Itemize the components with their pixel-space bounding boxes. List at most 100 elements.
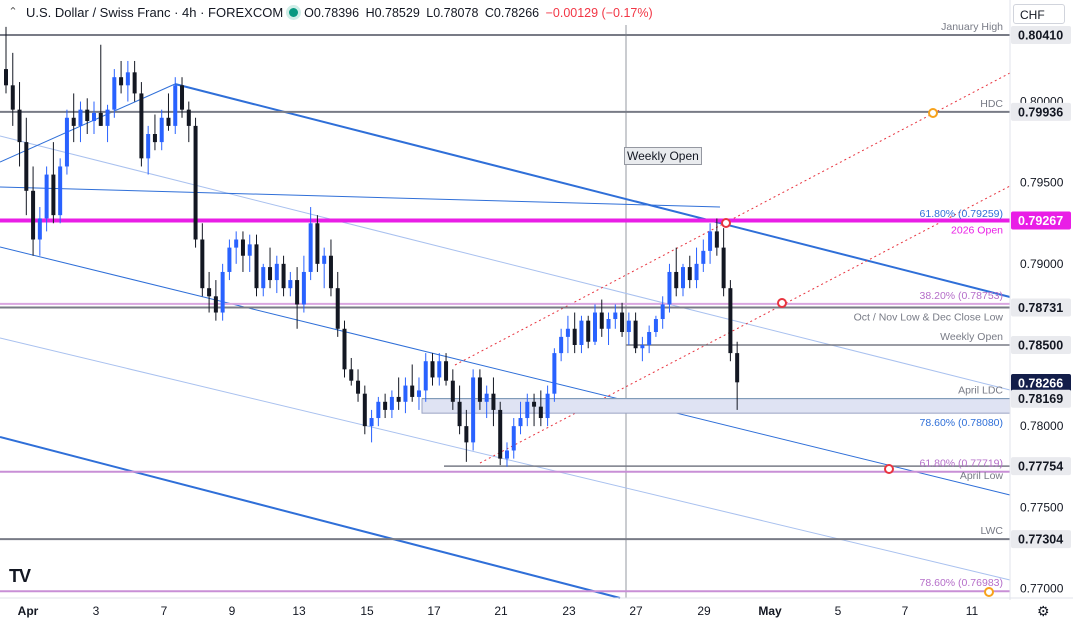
candle [545,385,550,427]
candle [119,60,124,94]
candle-body [444,361,449,381]
candle [335,271,340,337]
candle-body [592,312,597,342]
pivot-marker [721,218,731,228]
candle [538,390,543,427]
candle-body [410,385,415,397]
settings-gear-icon[interactable]: ⚙ [1037,603,1050,619]
price-label: 0.80410 [1011,26,1071,44]
candle-body [64,117,69,167]
candle-body [437,361,442,378]
level-annotation-label: April LDC [958,385,1003,397]
candle [457,385,462,435]
pivot-marker [884,464,894,474]
candle-body [491,393,496,410]
price-label: 0.78266 [1011,373,1071,392]
candle-body [471,377,476,443]
candle [268,247,273,289]
weekly-open-badge: Weekly Open [624,147,702,165]
candle-body [559,336,564,354]
candle-body [342,328,347,370]
candle [491,377,496,427]
x-tick-label: 7 [902,604,909,618]
candle-body [613,312,618,320]
candle [592,304,597,345]
resistance-trendline [174,83,1011,298]
ohlc-open: O0.78396 [304,5,360,20]
candle [288,271,293,297]
candle-body [694,263,699,281]
price-label-bg [1011,457,1071,476]
candle-body [328,255,333,289]
candle [396,377,401,410]
price-label: 0.79267 [1011,211,1071,230]
candle-body [152,134,157,143]
candle-body [423,361,428,391]
currency-selector[interactable]: CHF [1013,4,1065,24]
candle-body [450,380,455,402]
candle-body [295,280,300,305]
x-tick-label: 29 [697,604,711,618]
candle [295,267,300,329]
collapse-chevron-icon[interactable]: ⌃ [8,5,18,18]
candle-body [240,239,245,256]
candle [71,93,76,143]
candle-body [173,85,178,126]
symbol-title[interactable]: U.S. Dollar / Swiss Franc · 4h · FOREXCO… [26,5,284,20]
x-tick-label: 13 [292,604,306,618]
candle [105,104,110,143]
channel-upper-faint-line [0,135,1011,391]
candle-body [356,380,361,394]
candle-body [620,312,625,333]
candle [200,223,205,297]
candle [735,341,740,410]
candle [728,280,733,362]
candle [98,44,103,126]
candle-body [511,426,516,451]
candle-body [525,401,530,419]
candle-body [159,117,164,143]
candle [31,166,36,256]
candle-body [484,393,489,402]
candle [254,234,259,297]
channel-lower-line [0,337,1011,581]
candle-body [681,267,685,289]
price-label: 0.78731 [1011,298,1071,317]
candle-body [98,112,103,126]
candle [701,239,706,272]
level-annotation-label: April Low [960,470,1004,482]
y-tick-label: 0.77000 [1020,581,1064,595]
candle-body [586,320,591,342]
y-tick-label: 0.79500 [1020,176,1064,190]
level-annotation-label: HDC [980,98,1003,110]
candle [498,401,503,466]
candle [146,125,151,175]
level-annotation-label: 38.20% (0.78753) [920,290,1003,302]
candlesticks [4,26,740,467]
candle [660,296,665,329]
candle [437,353,442,386]
candle-body [626,320,631,333]
candle-body [85,109,90,122]
x-tick-label: May [758,604,782,618]
price-label-bg [1011,335,1071,354]
candle [220,263,225,321]
candle [261,263,266,297]
candle [10,52,15,126]
price-label-bg [1011,530,1071,549]
candle-body [565,328,570,337]
market-status-icon [289,8,299,17]
currency-label: CHF [1020,8,1045,22]
tradingview-logo-icon[interactable]: TV [9,566,31,586]
candle-body [335,288,340,329]
candle-body [430,361,435,378]
candle-body [125,72,130,86]
candle-body [200,239,205,289]
price-label: 0.79936 [1011,102,1071,121]
y-tick-label: 0.78000 [1020,419,1064,433]
price-label-bg [1011,102,1071,121]
candle-body [281,263,286,289]
candle [518,401,523,435]
price-axis: 0.800000.795000.790000.780000.775000.770… [1009,0,1073,619]
